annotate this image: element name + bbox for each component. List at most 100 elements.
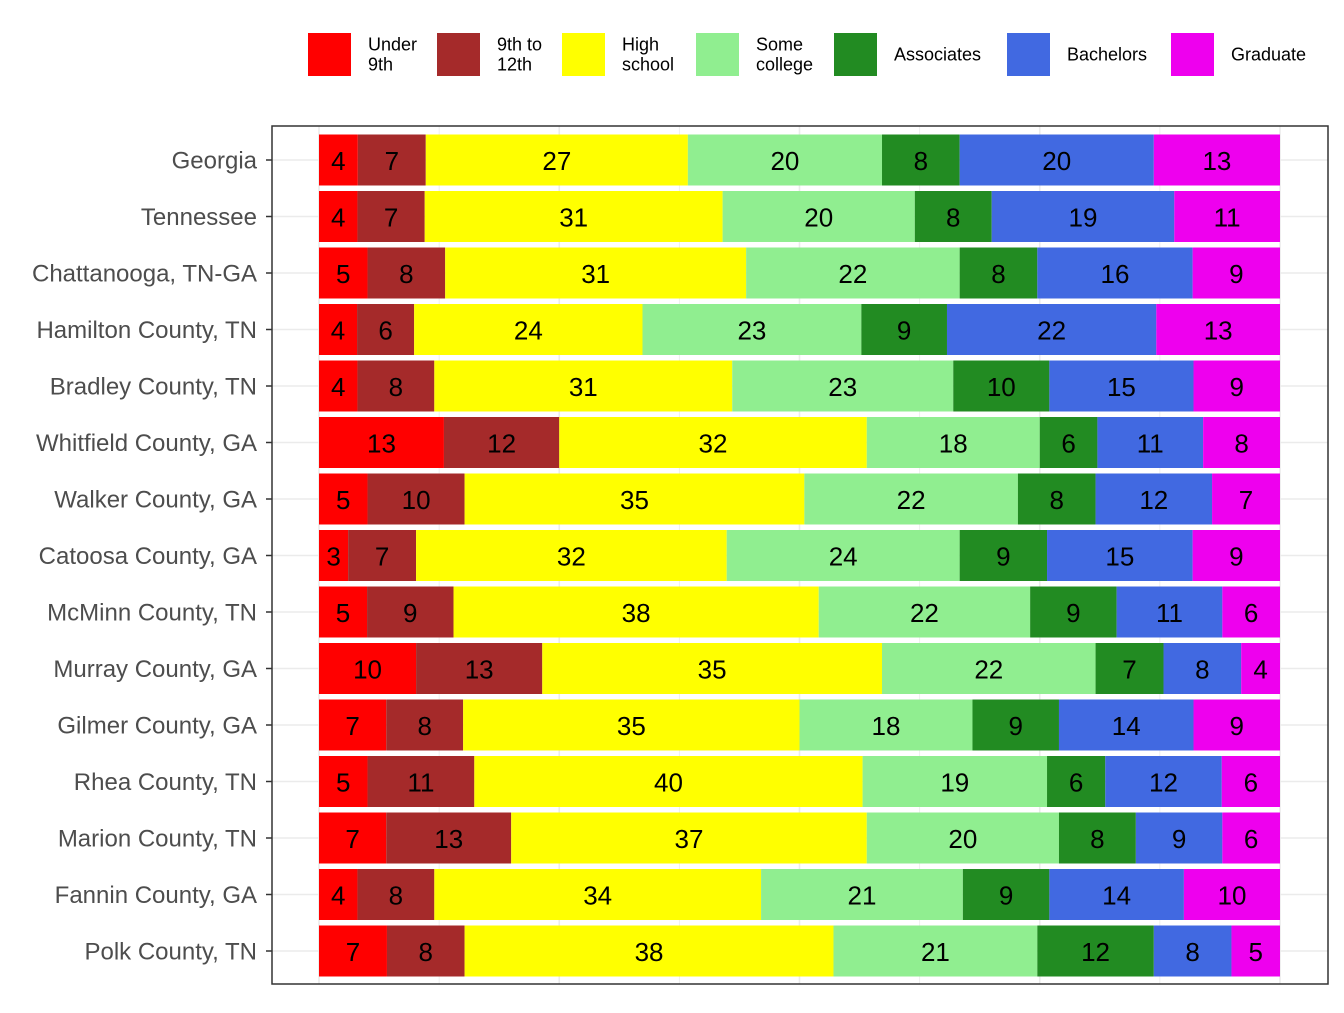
legend-label: 9th — [368, 55, 393, 75]
data-label: 6 — [1061, 429, 1075, 459]
data-label: 10 — [353, 655, 382, 685]
bar-segment-high-school — [445, 247, 747, 299]
y-tick-label: McMinn County, TN — [47, 600, 257, 627]
bar-row-walker-county-ga: 5 10 35 22 8 12 7 — [319, 473, 1280, 525]
y-tick-label: Bradley County, TN — [50, 374, 257, 401]
legend-item-bachelors: Bachelors — [1007, 33, 1147, 76]
bar-row-whitfield-county-ga: 13 12 32 18 6 11 8 — [319, 417, 1280, 468]
bar-segment-under-9th — [319, 699, 387, 751]
data-label: 6 — [378, 316, 392, 346]
bar-segment-graduate — [1193, 360, 1280, 412]
bar-segment-under-9th — [319, 869, 358, 920]
data-label: 21 — [921, 937, 950, 967]
bar-segment-associates — [962, 869, 1050, 920]
bar-segment-bachelors — [1049, 869, 1184, 920]
y-tick-label: Georgia — [172, 148, 258, 175]
bar-segment-associates — [1047, 756, 1106, 807]
y-tick-label: Marion County, TN — [58, 826, 257, 853]
data-label: 24 — [829, 542, 858, 572]
data-label: 20 — [770, 146, 799, 176]
data-label: 15 — [1107, 372, 1136, 402]
data-label: 13 — [465, 655, 494, 685]
data-label: 11 — [407, 768, 434, 798]
plot-area: 4 7 27 20 8 20 134 7 31 20 8 19 115 8 31 22 8 16 94 6 24 23 9 2… — [271, 125, 1329, 985]
data-label: 9 — [1172, 824, 1186, 854]
bar-row-marion-county-tn: 7 13 37 20 8 9 6 — [319, 812, 1280, 864]
data-label: 7 — [345, 824, 359, 854]
data-label: 7 — [1122, 655, 1136, 685]
data-label: 4 — [331, 203, 345, 233]
data-label: 7 — [1239, 485, 1253, 515]
data-label: 9 — [996, 542, 1010, 572]
y-tick-label: Whitfield County, GA — [36, 430, 257, 457]
data-label: 8 — [1234, 429, 1248, 459]
data-label: 13 — [1202, 146, 1231, 176]
bar-segment-under-9th — [319, 247, 368, 299]
bar-segment-under-9th — [319, 586, 368, 638]
bar-segment-some-college — [761, 869, 963, 920]
legend-swatch — [1171, 33, 1214, 76]
data-label: 11 — [1137, 429, 1164, 459]
data-label: 38 — [622, 598, 651, 628]
data-label: 12 — [1139, 485, 1168, 515]
bar-segment-bachelors — [946, 304, 1157, 355]
bar-segment-under-9th — [319, 304, 358, 355]
bar-segment-9th-to-12th — [357, 304, 415, 355]
data-label: 9 — [403, 598, 417, 628]
bar-segment-high-school — [453, 586, 819, 638]
data-label: 6 — [1244, 768, 1258, 798]
legend-swatch — [562, 33, 605, 76]
bar-segment-9th-to-12th — [357, 869, 435, 920]
data-label: 8 — [991, 259, 1005, 289]
bar-segment-some-college — [804, 473, 1018, 525]
data-label: 4 — [331, 881, 345, 911]
bar-segment-graduate — [1222, 812, 1280, 864]
data-label: 23 — [737, 316, 766, 346]
legend-swatch — [1007, 33, 1050, 76]
bar-segment-graduate — [1241, 643, 1280, 694]
data-label: 11 — [1156, 598, 1183, 628]
legend-item-graduate: Graduate — [1171, 33, 1306, 76]
data-label: 32 — [699, 429, 728, 459]
bar-segment-high-school — [464, 925, 834, 977]
bar-row-fannin-county-ga: 4 8 34 21 9 14 10 — [319, 869, 1280, 920]
data-label: 14 — [1112, 711, 1141, 741]
legend-label: school — [622, 55, 674, 75]
data-label: 40 — [654, 768, 683, 798]
bar-segment-9th-to-12th — [386, 699, 464, 751]
bar-segment-graduate — [1192, 247, 1280, 299]
bar-segment-9th-to-12th — [416, 643, 543, 694]
bar-segment-associates — [914, 191, 992, 242]
bar-segment-associates — [1030, 586, 1117, 638]
bar-segment-under-9th — [319, 925, 387, 977]
bar-segment-graduate — [1193, 699, 1280, 751]
bar-segment-some-college — [732, 360, 954, 412]
data-label: 9 — [1066, 598, 1080, 628]
bar-row-hamilton-county-tn: 4 6 24 23 9 22 13 — [319, 304, 1280, 355]
data-label: 5 — [336, 259, 350, 289]
bar-segment-high-school — [424, 191, 723, 242]
bar-segment-high-school — [416, 530, 727, 581]
data-label: 22 — [910, 598, 939, 628]
data-label: 6 — [1244, 598, 1258, 628]
bar-segment-under-9th — [319, 134, 358, 186]
data-label: 35 — [617, 711, 646, 741]
bar-segment-graduate — [1221, 756, 1280, 807]
data-label: 20 — [804, 203, 833, 233]
data-label: 9 — [1229, 542, 1243, 572]
legend-label: Some — [756, 35, 803, 55]
data-label: 24 — [514, 316, 543, 346]
bar-segment-high-school — [464, 473, 805, 525]
legend-item-associates: Associates — [834, 33, 981, 76]
data-label: 10 — [987, 372, 1016, 402]
data-label: 7 — [385, 146, 399, 176]
legend-label: High — [622, 35, 659, 55]
data-label: 19 — [940, 768, 969, 798]
bar-segment-associates — [1037, 925, 1154, 977]
data-label: 34 — [583, 881, 612, 911]
bar-segment-high-school — [434, 869, 762, 920]
bar-row-catoosa-county-ga: 3 7 32 24 9 15 9 — [319, 530, 1280, 581]
bar-segment-bachelors — [1135, 812, 1223, 864]
